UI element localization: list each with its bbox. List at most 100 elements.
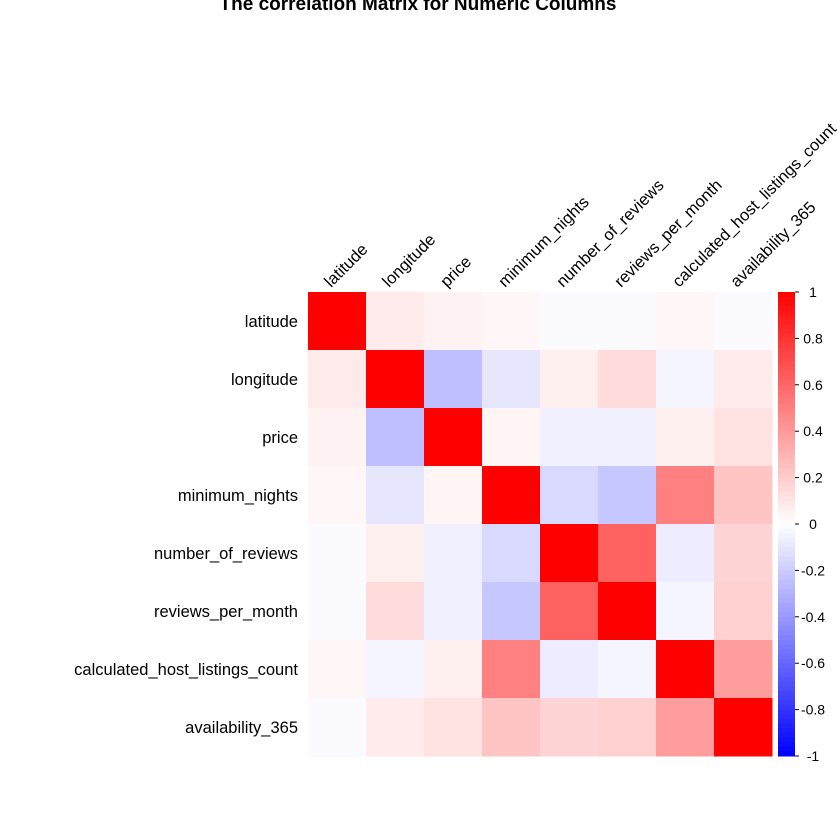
heatmap-cell-price-price: [424, 408, 483, 467]
heatmap-cell-minimum_nights-price: [424, 466, 483, 525]
column-label-price: price: [437, 253, 475, 291]
colorbar-segment: [778, 728, 795, 734]
heatmap-cell-availability_365-minimum_nights: [482, 698, 541, 757]
heatmap-cell-reviews_per_month-price: [424, 582, 483, 641]
heatmap-cell-number_of_reviews-calculated_host_listings_count: [656, 524, 715, 583]
heatmap-cell-availability_365-reviews_per_month: [598, 698, 657, 757]
heatmap-cell-calculated_host_listings_count-longitude: [366, 640, 425, 699]
heatmap-cell-reviews_per_month-minimum_nights: [482, 582, 541, 641]
heatmap-cell-longitude-availability_365: [714, 350, 773, 409]
colorbar-segment: [778, 421, 795, 428]
colorbar-segment: [778, 315, 795, 321]
heatmap-cell-price-latitude: [308, 408, 367, 467]
colorbar-tick-label: 0.6: [803, 377, 823, 393]
colorbar-tick-label: 0.2: [803, 470, 823, 486]
heatmap-cell-availability_365-price: [424, 698, 483, 757]
heatmap-cell-reviews_per_month-reviews_per_month: [598, 582, 657, 641]
row-label-minimum_nights: minimum_nights: [178, 487, 298, 505]
colorbar-tick-label: 0.8: [803, 330, 823, 346]
colorbar-segment: [778, 296, 795, 302]
heatmap-cell-longitude-calculated_host_listings_count: [656, 350, 715, 409]
colorbar-segment: [778, 472, 795, 479]
heatmap-cell-price-number_of_reviews: [540, 408, 599, 467]
heatmap-cell-calculated_host_listings_count-latitude: [308, 640, 367, 699]
colorbar-segment: [778, 292, 795, 298]
heatmap-cell-latitude-calculated_host_listings_count: [656, 292, 715, 351]
colorbar-segment: [778, 649, 795, 655]
heatmap-cell-price-minimum_nights: [482, 408, 541, 467]
colorbar-segment: [778, 375, 795, 381]
heatmap-cell-latitude-availability_365: [714, 292, 773, 351]
heatmap-cell-calculated_host_listings_count-reviews_per_month: [598, 640, 657, 699]
heatmap-cell-price-availability_365: [714, 408, 773, 467]
heatmap-cell-longitude-reviews_per_month: [598, 350, 657, 409]
heatmap-cell-longitude-longitude: [366, 350, 425, 409]
colorbar-segment: [778, 394, 795, 400]
heatmap-cell-latitude-latitude: [308, 292, 367, 351]
heatmap-cells: [308, 292, 773, 757]
heatmap-cell-calculated_host_listings_count-price: [424, 640, 483, 699]
colorbar-segment: [778, 454, 795, 460]
heatmap-cell-longitude-number_of_reviews: [540, 350, 599, 409]
colorbar-segment: [778, 431, 795, 437]
colorbar-segment: [778, 445, 795, 451]
column-label-latitude: latitude: [321, 240, 371, 290]
colorbar-segment: [778, 621, 795, 627]
colorbar-segment: [778, 593, 795, 599]
colorbar-segment: [778, 310, 795, 316]
colorbar-segment: [778, 361, 795, 367]
heatmap-cell-number_of_reviews-number_of_reviews: [540, 524, 599, 583]
colorbar-segment: [778, 612, 795, 618]
colorbar-tick-label: -0.8: [801, 702, 825, 718]
heatmap-cell-number_of_reviews-availability_365: [714, 524, 773, 583]
colorbar-segment: [778, 343, 795, 349]
colorbar-segment: [778, 723, 795, 729]
colorbar-segment: [778, 319, 795, 325]
colorbar-segment: [778, 584, 795, 590]
colorbar-segment: [778, 514, 795, 520]
colorbar-segment: [778, 486, 795, 493]
colorbar-segment: [778, 338, 795, 344]
colorbar-segment: [778, 352, 795, 358]
heatmap-cell-latitude-number_of_reviews: [540, 292, 599, 351]
colorbar-segment: [778, 630, 795, 636]
colorbar-segment: [778, 491, 795, 497]
heatmap-cell-price-calculated_host_listings_count: [656, 408, 715, 467]
colorbar-segment: [778, 440, 795, 446]
heatmap-cell-calculated_host_listings_count-minimum_nights: [482, 640, 541, 699]
row-labels: latitude longitude price minimum_nightsnumb…: [74, 313, 298, 737]
colorbar-segment: [778, 742, 795, 748]
row-label-availability_365: availability_365: [185, 719, 298, 737]
colorbar-tick-label: -0.4: [801, 609, 825, 625]
heatmap-cell-minimum_nights-number_of_reviews: [540, 466, 599, 525]
colorbar-segment: [778, 714, 795, 720]
colorbar-segment: [778, 380, 795, 386]
colorbar-segment: [778, 533, 795, 539]
heatmap-cell-minimum_nights-reviews_per_month: [598, 466, 657, 525]
colorbar-segment: [778, 417, 795, 423]
heatmap-cell-calculated_host_listings_count-calculated_host_listings_count: [656, 640, 715, 699]
heatmap-cell-latitude-reviews_per_month: [598, 292, 657, 351]
row-label-calculated_host_listings_count: calculated_host_listings_count: [74, 661, 298, 679]
heatmap-cell-longitude-latitude: [308, 350, 367, 409]
colorbar-segment: [778, 640, 795, 646]
heatmap-cell-reviews_per_month-number_of_reviews: [540, 582, 599, 641]
colorbar-segment: [778, 329, 795, 335]
colorbar-segment: [778, 500, 795, 506]
heatmap-cell-minimum_nights-availability_365: [714, 466, 773, 525]
heatmap-cell-longitude-minimum_nights: [482, 350, 541, 409]
heatmap-cell-calculated_host_listings_count-number_of_reviews: [540, 640, 599, 699]
colorbar-segment: [778, 626, 795, 632]
colorbar-segment: [778, 542, 795, 548]
heatmap-cell-longitude-price: [424, 350, 483, 409]
heatmap-cell-number_of_reviews-reviews_per_month: [598, 524, 657, 583]
heatmap-cell-price-longitude: [366, 408, 425, 467]
colorbar-segment: [778, 305, 795, 312]
colorbar-segment: [778, 528, 795, 534]
colorbar-segment: [778, 602, 795, 609]
colorbar-segment: [778, 644, 795, 650]
heatmap-cell-price-reviews_per_month: [598, 408, 657, 467]
heatmap-cell-calculated_host_listings_count-availability_365: [714, 640, 773, 699]
